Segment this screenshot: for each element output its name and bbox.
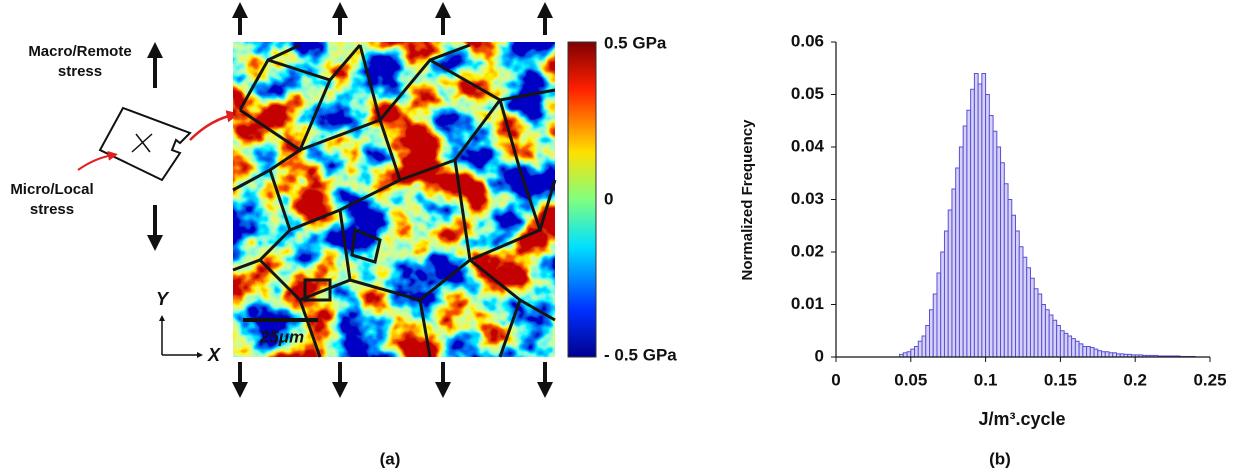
bar	[910, 348, 916, 358]
y-tick-label: 0.03	[791, 189, 824, 208]
bar	[902, 352, 908, 358]
stress-field	[233, 42, 555, 357]
stress-map: 25μm 0.5 GPa 0 - 0.5 GPa (a)	[232, 2, 677, 468]
x-tick-label: 0.2	[1123, 370, 1147, 389]
bar	[1000, 162, 1005, 358]
bar	[1029, 277, 1035, 358]
histogram: Normalized Frequency J/m³.cycle (b) 0 0.0…	[739, 31, 1227, 468]
bar	[1056, 325, 1061, 358]
panel-a-sketch: Macro/Remote stress Micro/Local stress Y…	[10, 42, 240, 365]
red-arrow	[77, 150, 118, 171]
bar	[962, 125, 968, 358]
bar	[947, 209, 953, 358]
axis-x-label: X	[207, 345, 221, 365]
bar	[966, 109, 972, 358]
colorbar-label: 0	[604, 189, 613, 208]
colorbar-label: - 0.5 GPa	[604, 345, 677, 364]
y-axis-title: Normalized Frequency	[739, 119, 756, 281]
y-tick-label: 0.06	[791, 31, 824, 50]
bar	[985, 94, 990, 358]
scale-bar-label: 25μm	[259, 327, 304, 346]
bar	[1007, 199, 1013, 358]
bar	[1074, 340, 1080, 358]
bar	[1011, 214, 1017, 358]
bar	[1059, 330, 1065, 358]
bar	[925, 325, 931, 358]
y-tick-label: 0.02	[791, 241, 824, 260]
bar	[1026, 267, 1031, 358]
bar	[992, 130, 998, 358]
colorbar	[567, 41, 597, 358]
bar	[988, 115, 994, 358]
colorbar-label: 0.5 GPa	[604, 33, 667, 52]
bar	[1112, 352, 1118, 358]
bar	[914, 346, 919, 358]
x-tick-label: 0.25	[1193, 370, 1226, 389]
bar	[1093, 348, 1099, 358]
bar	[981, 73, 987, 358]
bar	[1022, 256, 1028, 358]
macro-label: Macro/Remote	[28, 43, 131, 60]
bar	[1003, 183, 1009, 358]
micro-label: stress	[30, 201, 74, 218]
bar	[973, 73, 979, 358]
bar	[1089, 347, 1095, 358]
bar	[929, 309, 934, 358]
bar	[1041, 304, 1046, 358]
y-tick-label: 0	[815, 346, 824, 365]
bar	[1108, 352, 1114, 358]
micro-label: Micro/Local	[10, 181, 93, 198]
bar	[1037, 293, 1043, 358]
bar	[1044, 309, 1050, 358]
bar	[1052, 319, 1058, 358]
bar	[932, 293, 938, 358]
y-tick-label: 0.05	[791, 84, 824, 103]
bar	[1078, 343, 1084, 358]
bar	[958, 146, 964, 358]
bar	[1101, 351, 1106, 358]
x-tick-label: 0.05	[894, 370, 927, 389]
bar	[940, 251, 945, 358]
x-tick-label: 0.15	[1044, 370, 1077, 389]
bar	[1048, 314, 1054, 358]
bar	[1018, 246, 1024, 358]
grain-boundaries	[232, 43, 557, 358]
bar	[1071, 338, 1076, 358]
bar	[906, 351, 912, 358]
red-arrow	[189, 110, 240, 141]
bar	[951, 188, 957, 358]
y-tick-label: 0.01	[791, 294, 824, 313]
grain-sketch	[98, 106, 192, 182]
bar	[1097, 350, 1103, 358]
bar	[955, 167, 960, 358]
bar	[917, 340, 923, 358]
bar	[1015, 230, 1020, 358]
y-tick-label: 0.04	[791, 136, 825, 155]
bar	[996, 146, 1002, 358]
bar	[1063, 332, 1069, 358]
caption: (a)	[380, 449, 401, 468]
bar	[970, 88, 975, 358]
bar	[936, 272, 942, 358]
bar	[1082, 346, 1088, 358]
bar	[977, 83, 983, 358]
axis-y-label: Y	[156, 289, 170, 309]
bar	[1033, 288, 1039, 358]
macro-label: stress	[58, 63, 102, 80]
bar	[1067, 335, 1073, 358]
bar	[1086, 346, 1091, 358]
x-axis-title: J/m³.cycle	[978, 409, 1065, 429]
load-arrows	[232, 2, 553, 398]
bar	[1104, 351, 1110, 358]
caption: (b)	[989, 449, 1011, 468]
x-tick-label: 0	[831, 370, 840, 389]
bar	[921, 335, 927, 358]
bar	[943, 230, 949, 358]
cross-arrows	[131, 133, 153, 153]
x-tick-label: 0.1	[974, 370, 998, 389]
